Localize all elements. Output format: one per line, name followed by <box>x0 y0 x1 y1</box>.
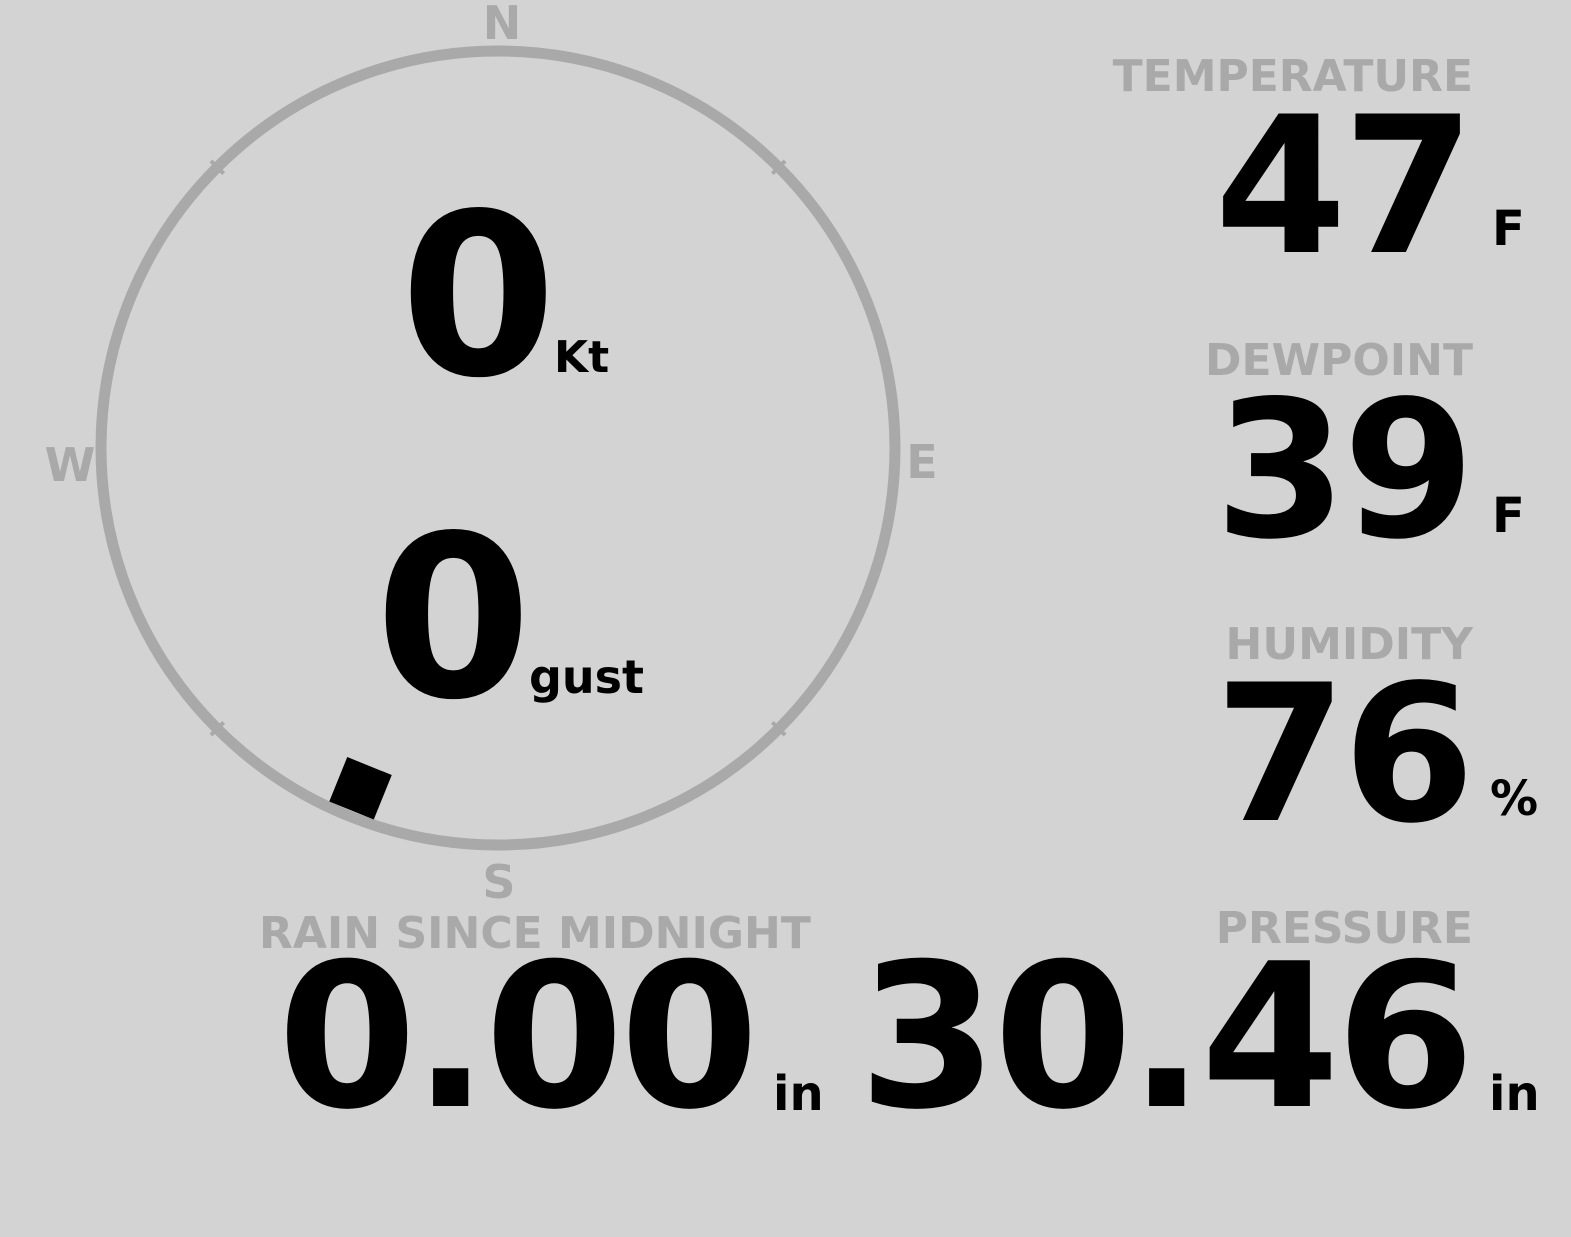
temperature-label: TEMPERATURE <box>1112 51 1473 102</box>
humidity-unit: % <box>1490 771 1539 827</box>
compass-tick <box>770 720 787 737</box>
rain-label: RAIN SINCE MIDNIGHT <box>259 908 811 959</box>
temperature-value: 47 <box>1214 76 1475 297</box>
compass-ticks <box>209 159 787 737</box>
pressure-label: PRESSURE <box>1215 903 1473 954</box>
compass-north: N <box>482 0 522 50</box>
wind-direction-marker <box>329 757 392 820</box>
compass-tick <box>209 159 226 176</box>
wind-gust-value: 0 <box>375 488 532 750</box>
wind-gust-unit: gust <box>529 650 645 704</box>
compass-tick <box>209 720 226 737</box>
humidity-label: HUMIDITY <box>1225 619 1473 670</box>
wind-speed-unit: Kt <box>554 332 610 383</box>
compass-tick <box>770 159 787 176</box>
compass-south: S <box>482 855 516 909</box>
rain-unit: in <box>773 1066 824 1122</box>
pressure-value: 30.46 <box>858 921 1475 1154</box>
compass-east: E <box>906 435 938 489</box>
dewpoint-unit: F <box>1492 488 1525 544</box>
rain-value: 0.00 <box>277 921 759 1154</box>
dewpoint-label: DEWPOINT <box>1205 335 1473 386</box>
temperature-unit: F <box>1492 201 1525 257</box>
humidity-value: 76 <box>1214 644 1475 865</box>
compass-west: W <box>44 438 96 492</box>
pressure-unit: in <box>1489 1066 1540 1122</box>
wind-speed-value: 0 <box>400 166 557 428</box>
dewpoint-value: 39 <box>1214 360 1475 581</box>
compass-ring <box>95 45 901 851</box>
